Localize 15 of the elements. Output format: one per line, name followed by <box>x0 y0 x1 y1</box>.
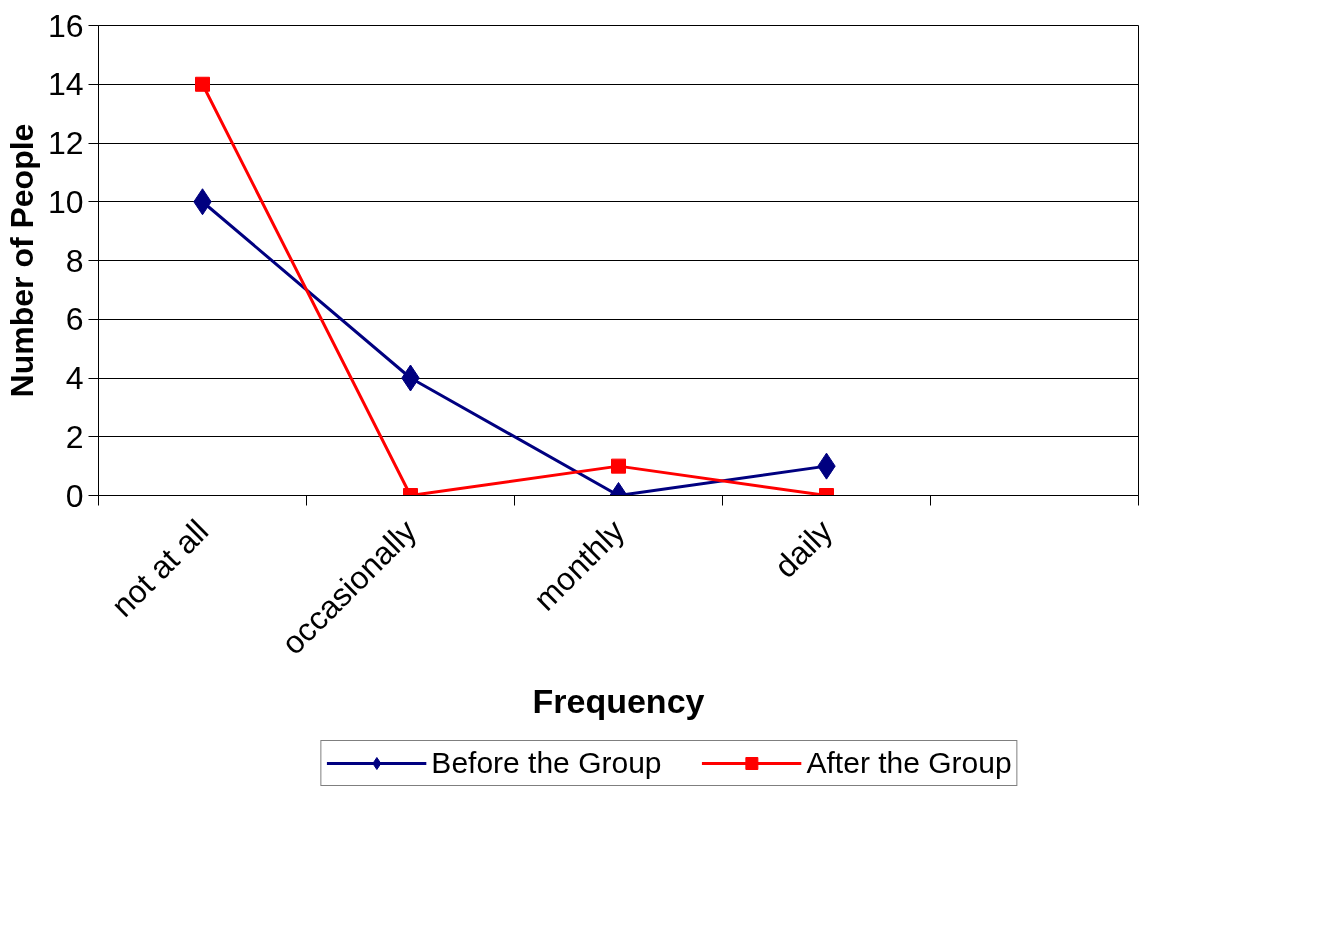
y-tick-label: 0 <box>65 477 84 514</box>
y-tick-label: 14 <box>47 66 84 103</box>
legend-label: Before the Group <box>431 746 662 780</box>
y-tick-label: 12 <box>47 125 84 161</box>
point <box>195 76 210 92</box>
y-tick-label: 2 <box>65 418 84 455</box>
y-tick-label: 6 <box>65 301 84 338</box>
legend-label: After the Group <box>806 746 1012 780</box>
y-axis-title: Number of People <box>3 123 40 398</box>
y-tick-label: 16 <box>47 7 84 44</box>
x-tick-label: not at all <box>104 512 216 624</box>
y-tick-label: 8 <box>65 242 84 279</box>
y-tick-label: 4 <box>65 360 84 396</box>
y-tick-label: 10 <box>47 183 84 220</box>
x-axis-title: Frequency <box>532 682 705 721</box>
